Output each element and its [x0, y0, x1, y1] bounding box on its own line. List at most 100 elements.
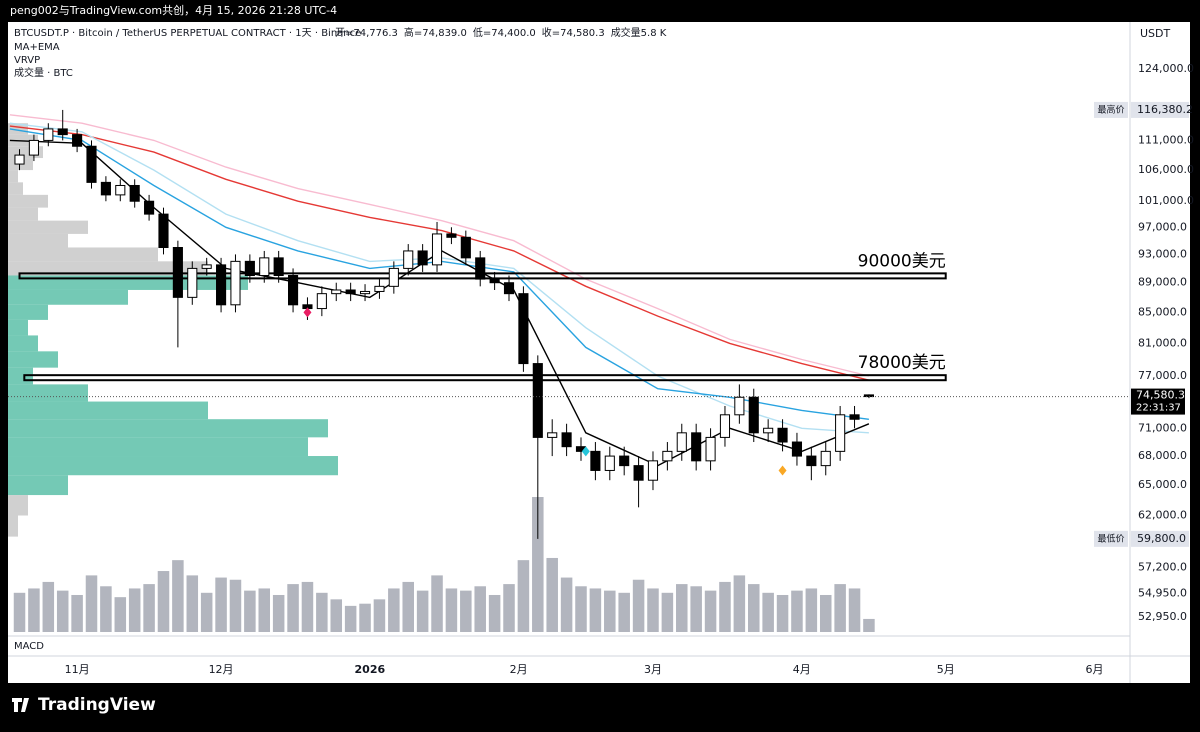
y-tick-label: 62,000.0: [1138, 509, 1187, 522]
candle-body: [216, 264, 227, 306]
candle-body: [28, 139, 39, 156]
ma-line: [9, 114, 870, 377]
y-tick-label: 68,000.0: [1138, 449, 1187, 462]
candle-body: [503, 282, 515, 295]
candle-body: [633, 465, 644, 481]
candle-body: [647, 460, 659, 481]
volume-bar: [157, 571, 170, 632]
volume-profile-bar: [8, 319, 28, 336]
y-tick-label: 85,000.0: [1138, 305, 1187, 318]
x-tick-label: 11月: [65, 663, 90, 676]
volume-bar: [589, 588, 602, 632]
candle-body: [43, 128, 54, 141]
volume-bar: [330, 599, 343, 632]
volume-bar: [618, 592, 630, 632]
candle-body: [288, 275, 299, 306]
candle-body: [388, 267, 399, 287]
volume-profile-bar: [8, 261, 208, 276]
volume-bar: [316, 592, 328, 632]
logo-icon: [12, 698, 29, 712]
symbol: BTCUSDT.P · Bitcoin / TetherUS PERPETUAL…: [14, 28, 361, 39]
candle-body: [835, 414, 846, 452]
volume-bar: [402, 581, 414, 632]
volume-bar: [28, 588, 40, 632]
currency: USDT: [1140, 27, 1171, 40]
volume-bar: [344, 605, 357, 632]
volume-bar: [186, 575, 199, 632]
last-price-label: 74,580.3: [1136, 389, 1185, 402]
volume-profile-bar: [8, 220, 88, 234]
candle-body: [230, 260, 241, 306]
volume-bar: [272, 594, 285, 632]
candle-body: [705, 436, 716, 462]
y-tick-label: 97,000.0: [1138, 220, 1187, 233]
volume-profile-bar: [8, 456, 338, 476]
ohlc-label: 开=74,776.3: [335, 28, 398, 39]
volume-bar: [416, 590, 429, 632]
volume-bar: [863, 618, 875, 632]
volume-bar: [114, 597, 127, 632]
volume-bar: [474, 586, 486, 632]
lower-pane-title: MACD: [14, 641, 44, 652]
volume-bar: [848, 588, 861, 632]
top-bar-text: peng002与TradingView.com共创，4月 15, 2026 21…: [10, 4, 337, 17]
volume-bar: [647, 588, 659, 632]
candle-body: [403, 250, 414, 269]
candle-body: [359, 290, 371, 295]
y-tick-label: 71,000.0: [1138, 421, 1187, 434]
candle-body: [431, 233, 443, 266]
volume-bar: [100, 586, 112, 632]
candle-body: [475, 257, 486, 280]
candle-body: [763, 427, 774, 434]
price-tag-value: 59,800.0: [1137, 532, 1186, 545]
price-tag-bg: [1094, 530, 1128, 547]
volume-profile-bar: [8, 351, 58, 368]
volume-bar: [632, 579, 645, 632]
candle-body: [100, 181, 111, 196]
volume-bar: [85, 575, 98, 632]
volume-bar: [676, 584, 688, 632]
y-tick-label: 81,000.0: [1138, 336, 1187, 349]
volume-profile-bar: [8, 207, 38, 221]
candle-body: [187, 267, 198, 298]
y-tick-label: 93,000.0: [1138, 247, 1187, 260]
volume-profile-bar: [8, 384, 88, 402]
indicator: VRVP: [14, 55, 40, 66]
volume-profile-bar: [8, 419, 328, 438]
volume-bar: [143, 584, 155, 632]
volume-profile-bar: [8, 170, 18, 183]
ma-line: [9, 125, 870, 381]
volume-bar: [71, 594, 83, 632]
volume-profile-bar: [8, 495, 28, 516]
volume-profile-bar: [8, 194, 48, 208]
volume-bar: [805, 588, 818, 632]
candle-body: [345, 289, 356, 295]
ohlc-label: 成交量5.8 K: [611, 26, 667, 39]
candle-body: [172, 247, 183, 298]
candle-body: [676, 432, 687, 452]
last-price-tag: [1131, 388, 1185, 415]
candle-body: [460, 236, 471, 259]
ohlc-label: 高=74,839.0: [404, 26, 467, 39]
candle-body: [820, 450, 831, 467]
volume-bar: [748, 584, 760, 632]
candle-body: [849, 414, 860, 420]
candle-body: [590, 450, 601, 471]
candle-body: [691, 432, 702, 462]
volume-bar: [834, 584, 846, 632]
x-tick-label: 3月: [644, 663, 662, 676]
volume-bar: [776, 594, 789, 632]
volume-bar: [719, 581, 731, 632]
volume-bar: [733, 575, 746, 632]
volume-bar: [200, 592, 213, 632]
volume-profile-bar: [8, 401, 208, 420]
volume-bar: [604, 590, 616, 632]
candle-body: [273, 257, 284, 277]
candle-body: [144, 200, 155, 215]
volume-bar: [661, 592, 674, 632]
indicator: MA+EMA: [14, 42, 60, 53]
signal-marker: [778, 465, 787, 476]
ohlc-label: 收=74,580.3: [542, 26, 605, 39]
candle-body: [748, 396, 759, 434]
volume-bar: [287, 584, 299, 632]
